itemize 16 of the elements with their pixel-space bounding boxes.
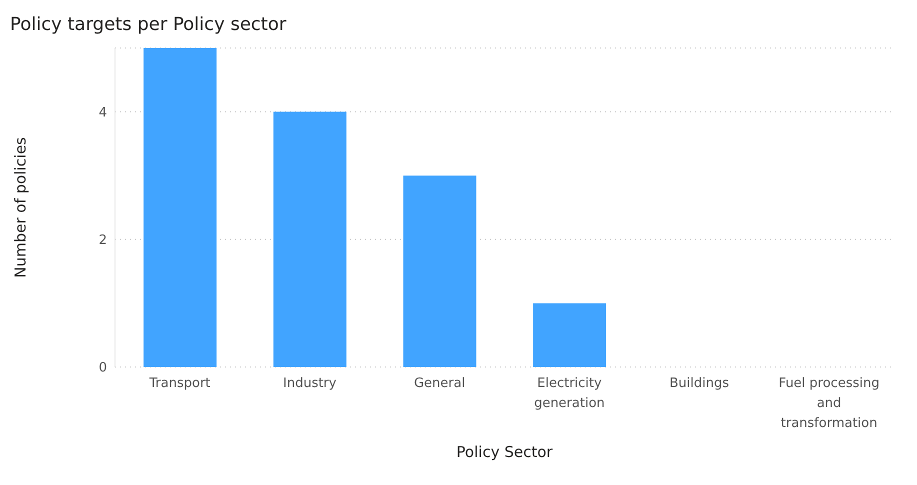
chart-title: Policy targets per Policy sector — [10, 14, 286, 35]
y-tick-label: 4 — [98, 105, 107, 120]
bar — [533, 303, 606, 367]
x-tick-label: General — [414, 376, 466, 391]
x-tick-label: Transport — [148, 376, 210, 391]
y-tick-label: 2 — [98, 233, 107, 248]
x-tick-label: Electricity generation — [534, 376, 605, 411]
x-tick-label: Buildings — [669, 376, 730, 391]
bar — [403, 176, 476, 367]
y-tick-label: 0 — [98, 360, 107, 376]
x-tick-label: Industry — [283, 376, 337, 391]
bar — [273, 112, 346, 367]
y-axis-title: Number of policies — [11, 136, 30, 278]
x-axis-title: Policy Sector — [456, 443, 554, 461]
x-tick-label: Fuel processing and transformation — [778, 376, 880, 431]
bar — [144, 48, 217, 367]
